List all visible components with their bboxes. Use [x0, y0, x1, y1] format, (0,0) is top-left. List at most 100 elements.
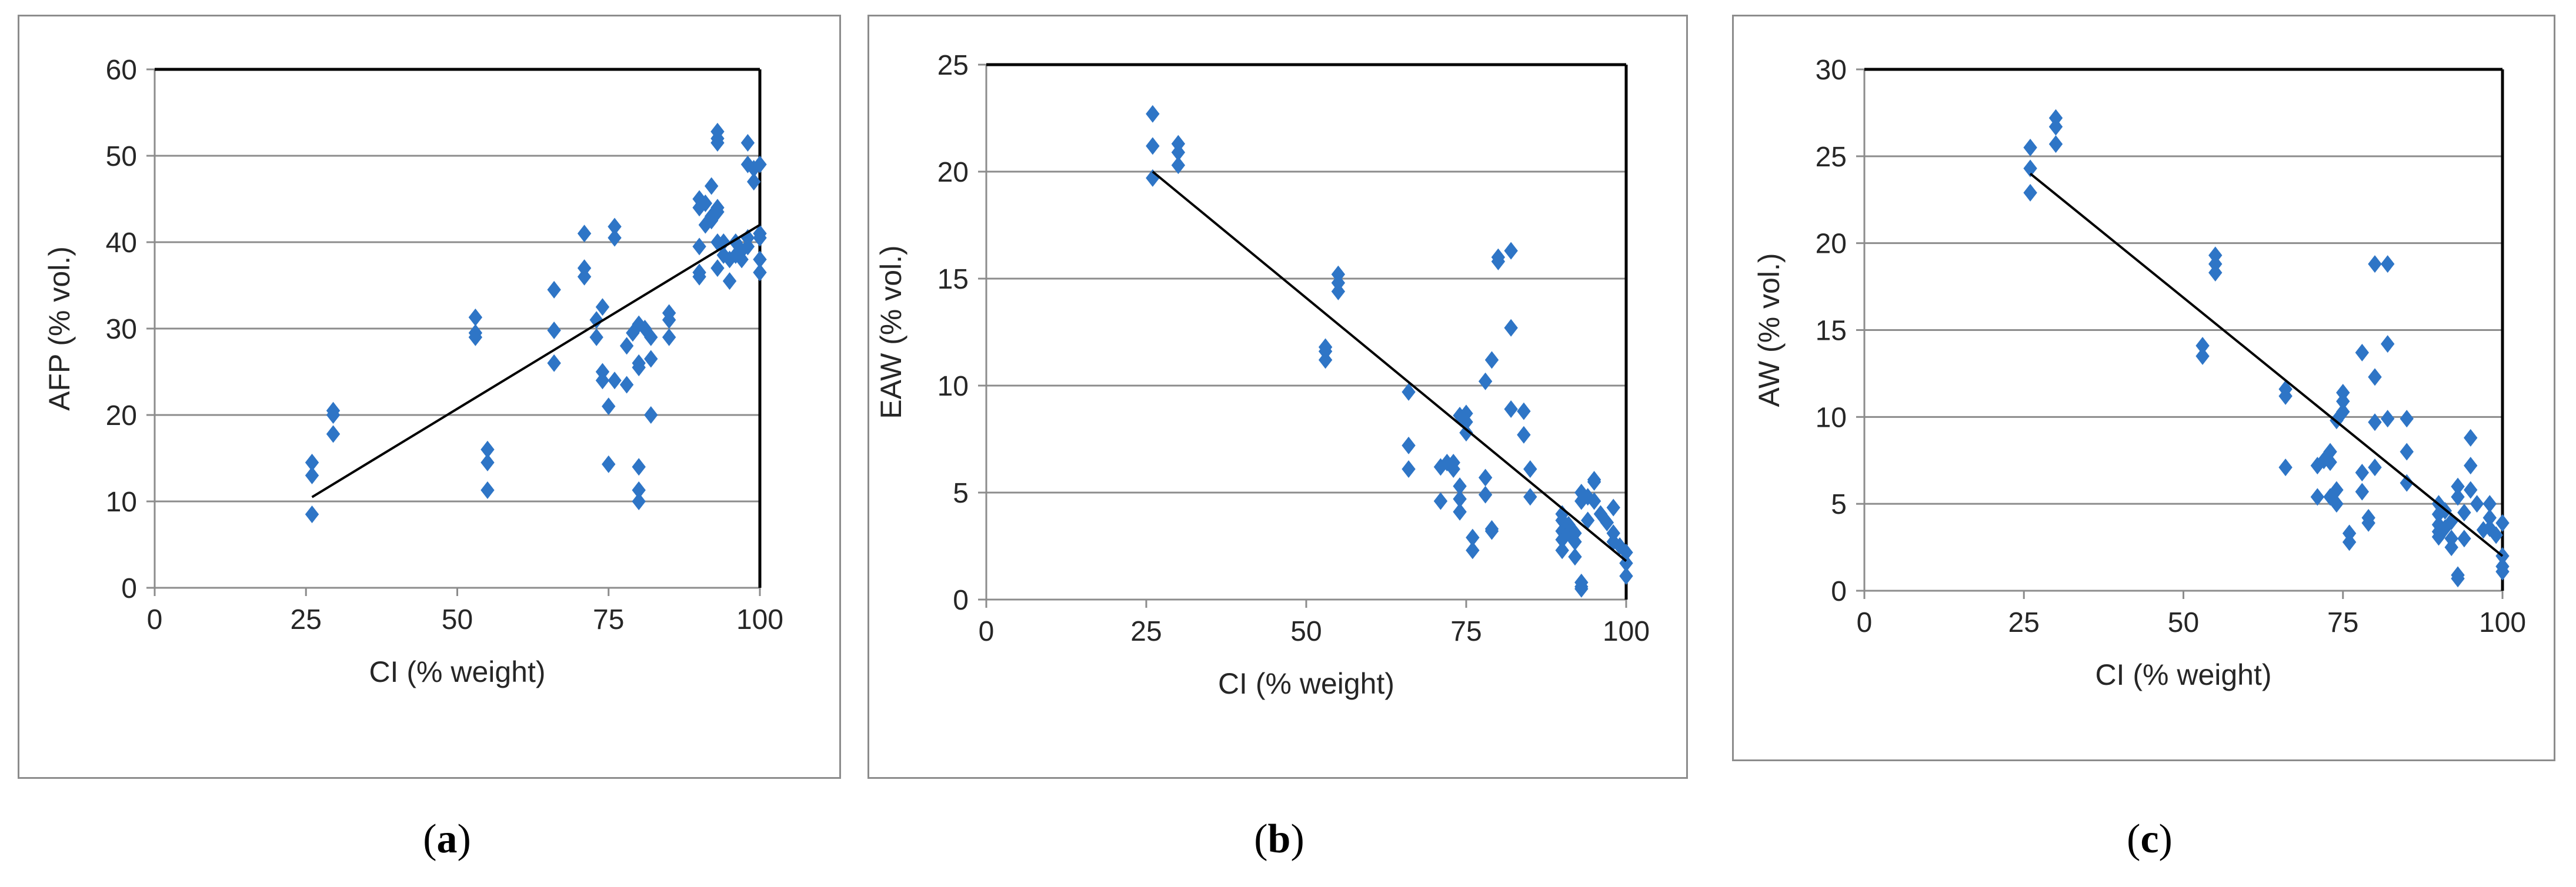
chart-c-y-tick-label: 15 [1816, 316, 1847, 347]
chart-b-y-tick-label: 5 [953, 478, 969, 509]
chart-a-data-point [326, 401, 341, 420]
chart-c-data-point [2355, 463, 2369, 481]
chart-c-data-point [2400, 443, 2414, 461]
chart-a-data-point [305, 466, 319, 484]
chart-a-data-point [662, 328, 676, 346]
chart-a-x-tick-label: 100 [736, 604, 783, 635]
caption-c-open: ( [2127, 816, 2141, 862]
caption-c-letter: c [2140, 816, 2159, 862]
chart-c-data-point [2451, 570, 2465, 588]
chart-a-y-tick-label: 20 [106, 400, 137, 431]
chart-b-data-point [1568, 524, 1582, 543]
chart-c-data-point [2457, 530, 2471, 548]
chart-a-data-point [716, 233, 730, 251]
chart-a-data-point [608, 217, 622, 236]
chart-a-data-point [753, 155, 767, 173]
chart-b-data-point [1600, 513, 1614, 531]
chart-a-data-point [692, 267, 706, 286]
chart-b-data-point [1504, 242, 1518, 260]
chart-c-data-point [2323, 453, 2337, 471]
chart-a-data-point [481, 453, 495, 471]
chart-a-data-point [729, 233, 743, 251]
chart-b-data-point [1402, 436, 1416, 454]
chart-b-data-point [1484, 522, 1499, 540]
chart-b-data-point [1587, 492, 1601, 510]
caption-c-close: ) [2158, 816, 2173, 862]
chart-a-data-point [608, 371, 622, 390]
chart-c-data-point [2495, 514, 2510, 532]
chart-c-data-point [2023, 139, 2037, 157]
chart-c-data-point [2464, 429, 2478, 447]
chart-b-data-point [1466, 528, 1480, 547]
chart-b-y-tick-label: 15 [937, 264, 969, 295]
chart-b-data-point [1402, 460, 1416, 478]
chart-c-data-point [2457, 503, 2471, 521]
chart-b-data-point [1619, 543, 1633, 561]
chart-c-data-point [2489, 526, 2503, 544]
chart-b-data-point [1433, 492, 1448, 510]
caption-b-open: ( [1254, 816, 1268, 862]
chart-a-data-point [740, 133, 755, 152]
chart-c-data-point [2381, 335, 2395, 353]
chart-b-data-point [1517, 402, 1531, 420]
chart-b-data-point [1568, 548, 1582, 566]
caption-b-close: ) [1290, 816, 1304, 862]
chart-b-data-point [1504, 400, 1518, 419]
chart-b-x-tick-label: 0 [979, 616, 995, 647]
chart-a-data-point [619, 337, 634, 355]
chart-b-data-point [1587, 471, 1601, 489]
chart-b-data-point [1459, 424, 1473, 442]
chart-b-data-point [1446, 460, 1460, 478]
chart-b-x-tick-label: 75 [1450, 616, 1481, 647]
chart-a-data-point [305, 506, 319, 524]
chart-c-y-tick-label: 5 [1831, 489, 1847, 520]
chart-a-data-point [547, 280, 561, 299]
chart-a-x-tick-label: 25 [291, 604, 322, 635]
chart-c-data-point [2278, 387, 2293, 405]
chart-b-x-tick-label: 25 [1130, 616, 1162, 647]
chart-a-data-point [326, 425, 341, 443]
chart-c-data-point [2495, 563, 2510, 581]
chart-a-y-tick-label: 50 [106, 141, 137, 172]
chart-c-data-point [2195, 337, 2210, 355]
chart-a-data-point [577, 259, 592, 277]
chart-a-data-point [595, 371, 610, 390]
chart-b-data-point [1146, 105, 1160, 123]
chart-c-y-tick-label: 20 [1816, 229, 1847, 260]
chart-a-x-tick-label: 75 [593, 604, 624, 635]
chart-b-data-point [1318, 351, 1333, 369]
chart-b-data-point [1478, 468, 1493, 487]
chart-b-data-point [1171, 143, 1186, 162]
chart-a-data-point [602, 397, 616, 416]
chart-a-trendline [311, 223, 761, 498]
chart-a-data-point [710, 133, 725, 152]
chart-c-y-tick-label: 0 [1831, 576, 1847, 607]
chart-a-data-point [468, 324, 483, 342]
chart-b-trendline [1152, 170, 1627, 563]
chart-c-data-point [2278, 458, 2293, 477]
chart-c-data-point [2336, 403, 2350, 421]
chart-a-data-point [710, 203, 725, 221]
chart-b-data-point [1619, 554, 1633, 573]
chart-b-data-point [1593, 505, 1608, 523]
chart-c-y-axis-title: AW (% vol.) [1753, 253, 1786, 407]
chart-c-x-tick-label: 0 [1857, 607, 1873, 638]
chart-a-data-point [632, 359, 646, 377]
caption-b-letter: b [1267, 816, 1291, 862]
chart-c-data-point [2381, 255, 2395, 273]
chart-c-x-tick-label: 75 [2327, 607, 2358, 638]
chart-c-trendline [2029, 172, 2504, 557]
chart-a-data-point [747, 160, 761, 178]
panel-c-frame [1732, 15, 2555, 761]
chart-b-data-point [1504, 319, 1518, 337]
chart-b-data-point [1402, 383, 1416, 401]
chart-c-data-point [2023, 159, 2037, 178]
chart-c-data-point [2482, 495, 2497, 513]
caption-a-close: ) [457, 816, 471, 862]
chart-c-data-point [2400, 410, 2414, 428]
chart-b-data-point [1331, 282, 1346, 300]
chart-a-data-point [644, 350, 658, 368]
chart-b-data-point [1484, 351, 1499, 369]
